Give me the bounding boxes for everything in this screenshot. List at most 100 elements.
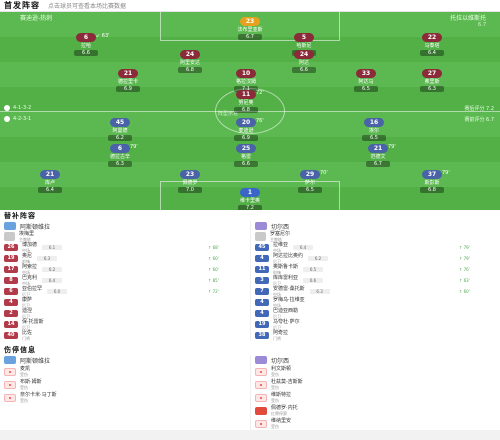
player-number: 10 bbox=[236, 69, 256, 78]
subs-header: 替补阵容 bbox=[0, 210, 500, 221]
sub-player-row[interactable]: 3 库库雷利亚 后卫 6.6 ↑ 63' bbox=[251, 275, 500, 286]
away-player[interactable]: 11 努尼奥 6.8 72' bbox=[218, 90, 274, 113]
away-team-head: 切尔西 bbox=[251, 221, 500, 231]
player-rating: 6.9 bbox=[116, 86, 140, 92]
away-player[interactable]: 24 阿里安达 6.8 bbox=[162, 50, 218, 73]
away-coach[interactable]: 罗塞尼尔 主教练 bbox=[251, 231, 500, 242]
home-player[interactable]: 6 德拉古辛 6.3 79' bbox=[92, 144, 148, 167]
player-rating: 6.0 bbox=[47, 289, 68, 294]
away-player[interactable]: 24 阿达 6.6 bbox=[276, 50, 332, 73]
home-player[interactable]: 16 埃尔 6.5 bbox=[346, 118, 402, 141]
injury-icon bbox=[4, 380, 16, 389]
sub-in-minute: ↑ 79' bbox=[459, 256, 470, 261]
home-player[interactable]: 45 阿曼德 6.2 bbox=[92, 118, 148, 141]
sub-player-row[interactable]: 26 博加德 中场 6.1 ↑ 68' bbox=[0, 242, 250, 253]
player-rating: 6.3 bbox=[37, 256, 58, 261]
home-player[interactable]: 1 维卡里奥 7.2 bbox=[222, 188, 278, 210]
player-number: 33 bbox=[356, 69, 376, 78]
player-name: 康萨 bbox=[22, 296, 33, 303]
player-position: 后卫 bbox=[273, 324, 281, 330]
sub-player-row[interactable]: 4 巴迪亚西勒 后卫 bbox=[251, 308, 500, 319]
player-number: 37 bbox=[422, 170, 442, 179]
player-name: 阿索拉 bbox=[22, 263, 38, 270]
away-player[interactable]: 6 拉哈 6.6 ↙ 63' bbox=[58, 33, 114, 56]
sub-player-row[interactable]: 6 亚伯拉罕 后卫 6.0 ↑ 72' bbox=[0, 286, 250, 297]
sub-player-row[interactable]: 19 奥尼 前锋 6.3 ↑ 60' bbox=[0, 253, 250, 264]
sub-player-row[interactable]: 40 比佐 门将 bbox=[0, 330, 250, 341]
player-name: 奈尔卡米·马丁斯 bbox=[20, 391, 57, 398]
home-player[interactable]: 21 库卢 6.4 bbox=[22, 170, 78, 193]
away-team-sub: 6.7 bbox=[478, 22, 486, 28]
player-number: 45 bbox=[255, 244, 269, 251]
player-number: 23 bbox=[180, 170, 200, 179]
player-number: 6 bbox=[4, 288, 18, 295]
away-player[interactable]: 33 阿达马 6.5 bbox=[338, 69, 394, 92]
player-rating: 6.8 bbox=[178, 67, 202, 73]
sub-player-row[interactable]: 4 罗梅乌·拉维亚 中场 bbox=[251, 297, 500, 308]
player-rating: 6.4 bbox=[420, 50, 444, 56]
sub-player-row[interactable]: 45 拉维亚 中场 6.4 ↑ 79' bbox=[251, 242, 500, 253]
injury-status: 受伤 bbox=[271, 371, 279, 377]
injury-row: 维斯特拉 受伤 bbox=[251, 391, 500, 404]
player-name: 麦迪逊 bbox=[238, 128, 254, 134]
player-number: 11 bbox=[255, 266, 269, 273]
coach-name: 埃梅里 bbox=[19, 230, 35, 237]
away-team-name: 赛迪逊-热刺 bbox=[20, 15, 53, 22]
avatar bbox=[4, 232, 15, 241]
injury-row: 麦凯 受伤 bbox=[0, 365, 250, 378]
home-rating-row: 赛前评分 6.7 bbox=[464, 116, 494, 123]
home-player[interactable]: 29 萨尔 6.5 70' bbox=[282, 170, 338, 193]
player-rating: 6.6 bbox=[74, 50, 98, 56]
away-player[interactable]: 23 法布里亚斯 6.7 bbox=[222, 17, 278, 40]
home-player[interactable]: 25 格雷 6.6 bbox=[218, 144, 274, 167]
sub-player-row[interactable]: 8 巴克利 中场 6.4 ↑ 85' bbox=[0, 275, 250, 286]
player-name: 拉哈 bbox=[80, 43, 91, 49]
substitution-minute: 76' bbox=[256, 118, 264, 124]
home-player[interactable]: 37 斯彭斯 6.8 79' bbox=[404, 170, 460, 193]
sub-player-row[interactable]: 4 阿达拉比奥约 后卫 6.2 ↑ 79' bbox=[251, 253, 500, 264]
pitch-center-logo: 阵型示意 bbox=[218, 111, 239, 117]
sub-in-minute: ↑ 63' bbox=[459, 278, 470, 283]
team-logo-icon bbox=[255, 356, 267, 364]
player-name: 佩德罗 bbox=[182, 180, 198, 186]
coach-role: 主教练 bbox=[19, 236, 31, 242]
player-number: 6 bbox=[76, 33, 96, 42]
player-name: 拉维亚 bbox=[273, 241, 289, 248]
sub-player-row[interactable]: 14 保·托雷斯 后卫 bbox=[0, 319, 250, 330]
away-player[interactable]: 22 马泰塔 6.4 bbox=[404, 33, 460, 56]
sub-player-row[interactable]: 17 阿索拉 中场 6.2 ↑ 60' bbox=[0, 264, 250, 275]
player-rating: 6.7 bbox=[366, 161, 390, 167]
team-logo-icon bbox=[255, 222, 267, 230]
away-player[interactable]: 21 德拉里卡 6.9 bbox=[100, 69, 156, 92]
home-player[interactable]: 20 麦迪逊 6.9 76' bbox=[218, 118, 274, 141]
home-coach[interactable]: 埃梅里 主教练 bbox=[0, 231, 250, 242]
player-number: 1 bbox=[240, 188, 260, 197]
player-number: 25 bbox=[236, 144, 256, 153]
player-number: 4 bbox=[255, 310, 269, 317]
sub-player-row[interactable]: 2 迪涅 后卫 bbox=[0, 308, 250, 319]
sub-in-minute: ↑ 68' bbox=[208, 245, 219, 250]
home-player[interactable]: 21 范德文 6.7 79' bbox=[350, 144, 406, 167]
player-rating: 6.2 bbox=[42, 267, 63, 272]
injury-icon bbox=[255, 393, 267, 402]
sub-player-row[interactable]: 38 阿奇拉 门将 bbox=[251, 330, 500, 341]
away-player[interactable]: 10 格拉汉姆 7.1 bbox=[218, 69, 274, 92]
substitution-minute: 70' bbox=[320, 170, 328, 176]
player-number: 24 bbox=[180, 50, 200, 59]
sub-player-row[interactable]: 4 康萨 后卫 bbox=[0, 297, 250, 308]
player-name: 埃尔 bbox=[368, 128, 379, 134]
player-name: 马泰塔 bbox=[424, 43, 440, 49]
sub-in-minute: ↑ 60' bbox=[208, 267, 219, 272]
injuries-header: 伤停信息 bbox=[0, 344, 500, 355]
sub-player-row[interactable]: 11 奥斯鲁卡斯 前锋 6.5 ↑ 76' bbox=[251, 264, 500, 275]
home-player[interactable]: 23 佩德罗 7.0 bbox=[162, 170, 218, 193]
player-rating: 6.9 bbox=[234, 135, 258, 141]
player-rating: 6.6 bbox=[234, 161, 258, 167]
player-number: 11 bbox=[236, 90, 256, 99]
sub-player-row[interactable]: 19 马夸杜·萨尔 后卫 bbox=[251, 319, 500, 330]
sub-player-row[interactable]: 7 安德雷·桑托斯 中场 6.3 ↑ 60' bbox=[251, 286, 500, 297]
away-player[interactable]: 27 弗里斯 6.3 bbox=[404, 69, 460, 92]
player-name: 安德雷·桑托斯 bbox=[273, 285, 305, 292]
player-name: 萨尔 bbox=[304, 180, 315, 186]
player-position: 后卫 bbox=[273, 313, 281, 319]
